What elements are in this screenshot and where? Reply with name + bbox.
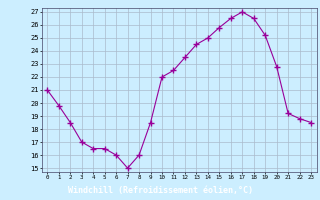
Text: Windchill (Refroidissement éolien,°C): Windchill (Refroidissement éolien,°C) bbox=[68, 186, 252, 196]
